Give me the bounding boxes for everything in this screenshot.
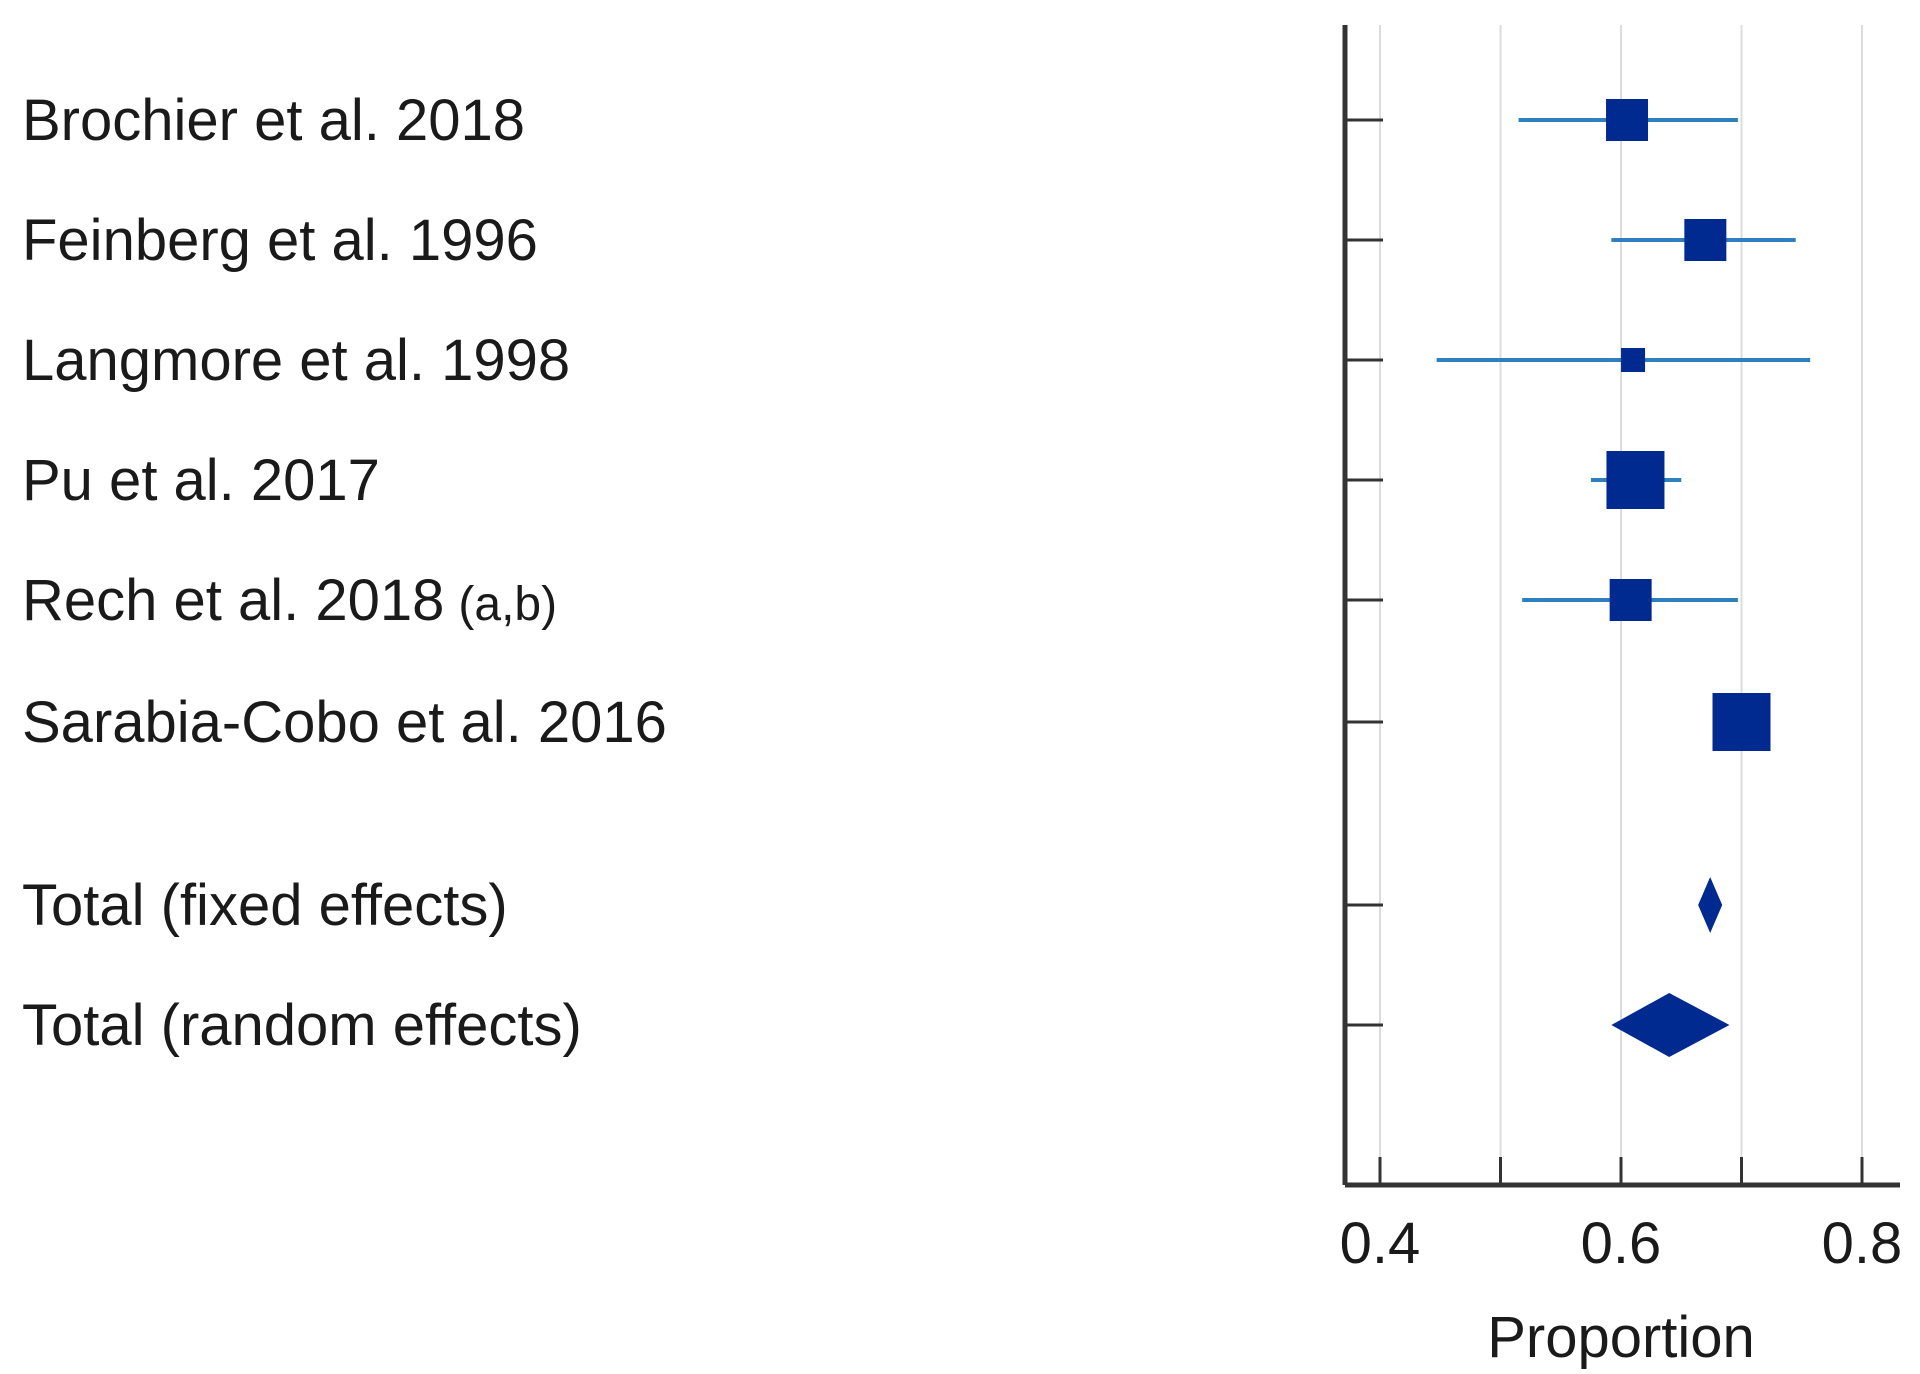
study-label: Feinberg et al. 1996 [22,208,538,273]
plot-axes: 0.4 0.6 0.8 [1340,25,1903,1276]
study-label-suffix: (a,b) [458,578,557,631]
total-label: Total (random effects) [22,993,582,1058]
study-labels: Brochier et al. 2018 Feinberg et al. 1996… [22,88,667,1058]
study-label: Langmore et al. 1998 [22,328,570,393]
study-label: Pu et al. 2017 [22,448,380,513]
study-marker [1684,219,1727,261]
study-label: Brochier et al. 2018 [22,88,525,153]
total-diamond [1698,877,1723,933]
x-tick-label: 0.4 [1340,1211,1421,1276]
total-label: Total (fixed effects) [22,873,508,938]
study-marker [1609,579,1652,621]
study-label: Rech et al. 2018 (a,b) [22,568,557,633]
study-label: Sarabia-Cobo et al. 2016 [22,690,667,755]
study-marker [1621,348,1646,372]
total-diamond [1611,993,1730,1057]
x-tick-label: 0.8 [1822,1211,1903,1276]
study-marker [1606,99,1649,141]
x-tick-label: 0.6 [1581,1211,1662,1276]
study-marker [1606,451,1665,509]
x-axis-title: Proportion [1487,1305,1755,1370]
effect-markers [1436,99,1811,1057]
study-marker [1712,693,1771,751]
